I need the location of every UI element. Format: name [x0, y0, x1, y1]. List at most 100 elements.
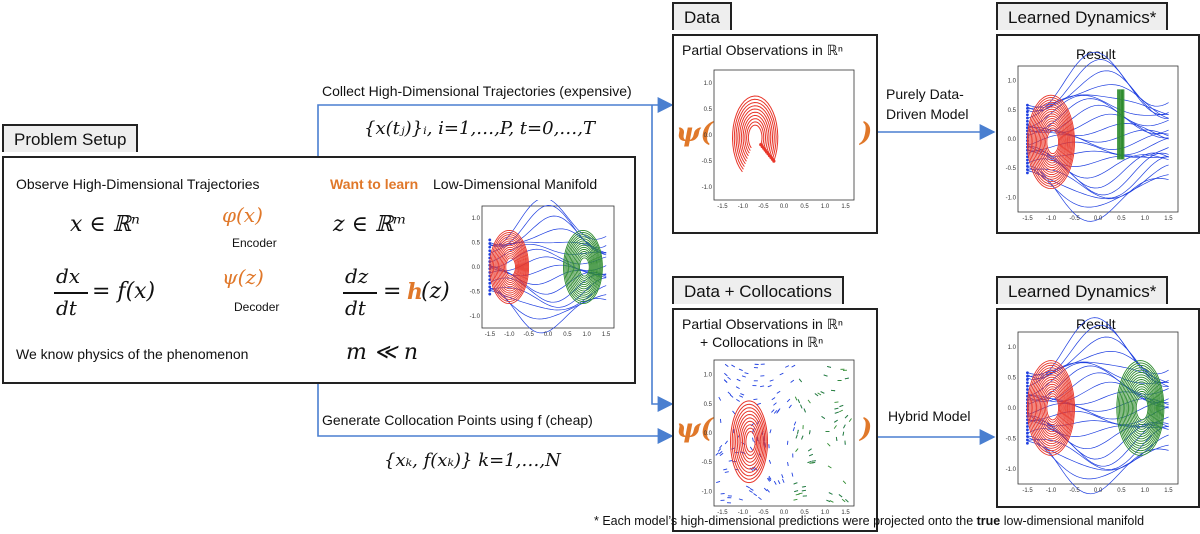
collocation-green-arrow: [833, 425, 837, 429]
collocation-blue-arrow: [766, 489, 770, 493]
collocation-green-arrow: [808, 448, 812, 452]
collocation-blue-arrow: [724, 440, 728, 445]
manifold-red-loop: [495, 240, 524, 294]
learned-bottom-blue-line: [1027, 422, 1169, 467]
collocation-psi-open: ψ(: [676, 414, 713, 444]
learned-bottom-tab: Learned Dynamics*: [996, 276, 1169, 304]
y-tick-label: 0.5: [472, 241, 481, 247]
decoder-label: Decoder: [234, 300, 280, 314]
learned-bottom-green-loop: [1118, 364, 1163, 452]
learned-top-blue-line: [1027, 165, 1169, 222]
x-tick-label: -1.0: [1046, 488, 1057, 494]
learned-top-blue-line-start: [1026, 106, 1029, 110]
manifold-blue-line: [489, 264, 607, 277]
learned-bottom-red-loop: [1037, 379, 1067, 437]
collocation-blue-arrow: [731, 364, 736, 368]
collocation-green-arrow: [834, 411, 839, 414]
collocation-blue-arrow: [729, 394, 734, 398]
collocation-green-arrow: [794, 490, 799, 493]
learned-top-blue-line: [1027, 123, 1169, 140]
encoder-function: φ(x): [222, 203, 263, 227]
collocation-blue-arrow: [763, 487, 768, 492]
collocation-blue-arrow: [727, 391, 732, 396]
collocation-green-arrow: [811, 460, 816, 462]
collocation-blue-arrow: [736, 398, 740, 402]
collocation-blue-arrow: [718, 445, 723, 449]
data-tab-title: Data: [684, 8, 720, 27]
collocation-green-arrow: [839, 404, 844, 408]
collocation-green-arrow: [808, 453, 813, 457]
collocation-green-arrow: [834, 407, 839, 410]
learned-top-blue-line: [1027, 166, 1169, 208]
collocation-blue-arrow: [768, 459, 772, 464]
learned-bottom-green-loop: [1134, 393, 1150, 423]
x-tick-label: 1.5: [841, 204, 850, 210]
collocation-green-arrow: [794, 396, 798, 401]
collocation-tab-title: Data + Collocations: [684, 282, 832, 301]
collocation-blue-arrow: [740, 393, 745, 396]
collocation-green-arrow: [838, 409, 843, 413]
y-tick-label: 0.0: [704, 431, 713, 437]
data-red-line: [740, 111, 770, 159]
collocation-blue-arrow: [744, 372, 749, 375]
collocation-blue-arrow: [791, 472, 794, 477]
data-red-line: [744, 118, 767, 154]
x-tick-label: -1.0: [1046, 216, 1057, 222]
learned-top-blue-line-start: [1026, 119, 1029, 123]
x-tick-label: 1.5: [602, 332, 611, 338]
x-tick-label: -1.0: [738, 510, 749, 516]
x-tick-label: -0.5: [1069, 488, 1080, 494]
manifold-blue-line-start: [488, 285, 492, 289]
manifold-blue-line: [489, 256, 607, 272]
collocation-blue-arrow: [788, 404, 792, 409]
collocation-plot-frame: [713, 359, 855, 507]
x-tick-label: 1.5: [1164, 216, 1173, 222]
learned-top-blue-line-start: [1026, 113, 1029, 117]
collocation-green-arrow: [828, 492, 833, 495]
collocation-blue-arrow: [741, 375, 746, 378]
collocation-blue-arrow: [779, 372, 784, 376]
learned-top-blue-line-start: [1026, 123, 1029, 126]
collocation-blue-arrow: [792, 427, 795, 432]
collocation-green-arrow: [834, 419, 838, 423]
collocation-blue-arrow: [768, 477, 772, 482]
collocation-red-loop: [740, 420, 760, 463]
physics-note: We know physics of the phenomenon: [16, 346, 249, 362]
manifold-axis-ticks: -1.5 -1.0 -0.5 0.0 0.5 1.0 1.5 1.0 0.5 0.0 -0.5 -1.…: [470, 216, 611, 338]
x-tick-label: -0.5: [758, 510, 769, 516]
collocation-blue-arrow: [718, 396, 722, 401]
learned-top-red-loop: [1026, 94, 1075, 190]
learned-bottom-blue-line-start: [1026, 441, 1029, 445]
collocation-subtitle-2: + Collocations in ℝⁿ: [700, 334, 824, 350]
collocation-blue-arrow: [719, 452, 724, 456]
x-tick-label: -1.0: [504, 332, 515, 338]
collocation-blue-arrow: [717, 448, 722, 452]
x-tick-label: 0.5: [563, 332, 572, 338]
collocation-blue-arrow: [724, 471, 729, 473]
collocation-blue-arrow: [749, 487, 754, 491]
learned-top-blue-line: [1027, 98, 1169, 132]
learned-bottom-red-loop: [1038, 381, 1066, 435]
y-tick-label: -0.5: [1006, 436, 1017, 442]
x-tick-label: 1.0: [583, 332, 592, 338]
learned-top-blue-line-start: [1026, 116, 1029, 120]
x-tick-label: 1.0: [821, 204, 830, 210]
collocation-green-arrow: [844, 414, 849, 419]
collocation-green-arrow: [827, 465, 832, 469]
data-axis-ticks: -1.5 -1.0 -0.5 0.0 0.5 1.0 1.5 1.0 0.5 0.0 -0.5 -1.…: [702, 81, 851, 210]
manifold-green-loop: [577, 255, 591, 279]
learned-bottom-green-loop: [1116, 360, 1165, 456]
x-tick-label: 0.5: [1117, 216, 1126, 222]
x-tick-label: 1.0: [1141, 488, 1150, 494]
learned-bottom-green-loop: [1129, 383, 1154, 433]
manifold-red-loop: [501, 251, 519, 283]
collocation-green-vectors: [793, 365, 852, 503]
collocation-green-arrow: [827, 442, 831, 447]
learned-top-blue-line: [1027, 51, 1169, 113]
manifold-blue-line: [489, 200, 607, 247]
learned-top-result: Result: [1076, 46, 1116, 62]
dx-denominator: dt: [56, 296, 77, 320]
data-red-line: [731, 95, 779, 173]
data-red-line: [747, 124, 763, 149]
learned-top-red-loop: [1030, 101, 1072, 183]
